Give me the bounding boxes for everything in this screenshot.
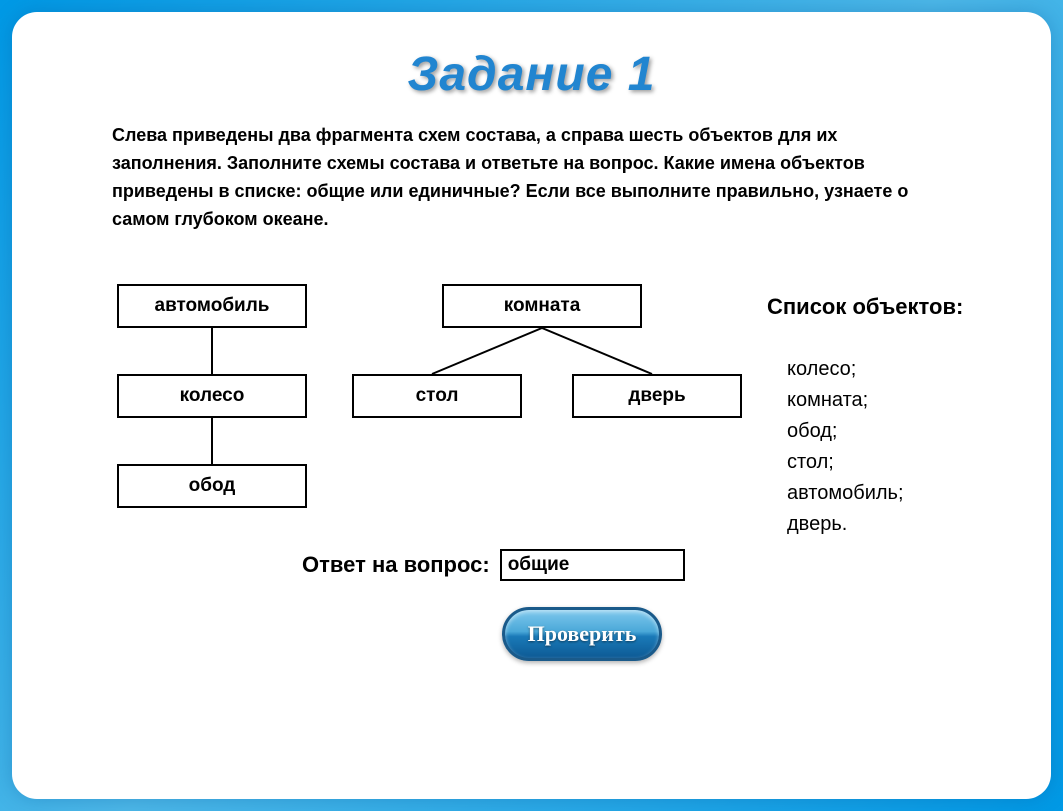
tree1-node-2[interactable]: колесо xyxy=(117,374,307,418)
object-list-title: Список объектов: xyxy=(767,294,963,320)
object-list-item: обод; xyxy=(787,416,904,447)
answer-row: Ответ на вопрос: xyxy=(302,549,685,581)
check-button-label: Проверить xyxy=(528,621,637,646)
object-list-item: комната; xyxy=(787,385,904,416)
answer-label: Ответ на вопрос: xyxy=(302,552,490,578)
object-list: колесо; комната; обод; стол; автомобиль;… xyxy=(787,354,904,540)
task-description: Слева приведены два фрагмента схем соста… xyxy=(32,122,1031,234)
main-frame: Задание 1 Слева приведены два фрагмента … xyxy=(12,12,1051,799)
tree2-root[interactable]: комната xyxy=(442,284,642,328)
object-list-item: стол; xyxy=(787,447,904,478)
tree2-right-child[interactable]: дверь xyxy=(572,374,742,418)
tree1-connector-2 xyxy=(210,418,214,464)
tree1-node-1-label: автомобиль xyxy=(155,295,270,317)
tree1-node-1[interactable]: автомобиль xyxy=(117,284,307,328)
object-list-item: автомобиль; xyxy=(787,478,904,509)
check-button[interactable]: Проверить xyxy=(502,607,662,661)
tree1-node-3-label: обод xyxy=(189,475,236,497)
tree1-node-3[interactable]: обод xyxy=(117,464,307,508)
tree1-node-2-label: колесо xyxy=(180,385,245,407)
tree2-right-child-label: дверь xyxy=(628,385,685,407)
tree2-connectors xyxy=(352,328,732,378)
tree2-left-child-label: стол xyxy=(416,385,459,407)
object-list-item: дверь. xyxy=(787,509,904,540)
tree2-root-label: комната xyxy=(504,295,581,317)
content-area: автомобиль колесо обод комната стол двер… xyxy=(32,274,1031,634)
tree2-left-child[interactable]: стол xyxy=(352,374,522,418)
task-title: Задание 1 xyxy=(32,47,1031,102)
object-list-item: колесо; xyxy=(787,354,904,385)
tree1-connector-1 xyxy=(210,328,214,374)
answer-input[interactable] xyxy=(500,549,685,581)
